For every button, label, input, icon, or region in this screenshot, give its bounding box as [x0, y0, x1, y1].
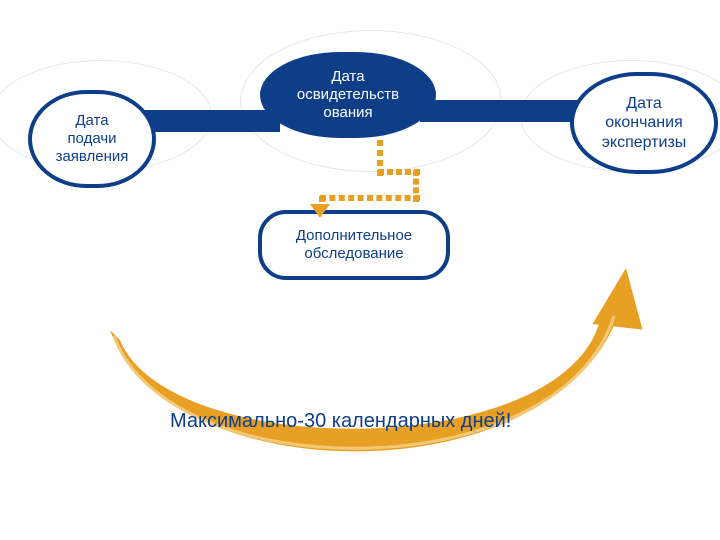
dashed-segment [320, 195, 420, 201]
node-application-date: Датаподачизаявления [28, 90, 156, 188]
node-expertise-end-date: Датаокончанияэкспертизы [570, 72, 718, 174]
diagram-stage: Датаподачизаявления Датаосвидетельствова… [0, 0, 720, 540]
node-label: Датаподачизаявления [56, 112, 129, 166]
dashed-arrowhead-icon [310, 204, 330, 218]
max-duration-caption: Максимально-30 календарных дней! [170, 410, 511, 433]
node-label: Датаосвидетельствования [297, 68, 399, 122]
node-label: Датаокончанияэкспертизы [602, 94, 687, 152]
node-examination-date: Датаосвидетельствования [260, 52, 436, 138]
node-additional-checkup: Дополнительноеобследование [258, 210, 450, 280]
node-label: Дополнительноеобследование [296, 227, 412, 263]
